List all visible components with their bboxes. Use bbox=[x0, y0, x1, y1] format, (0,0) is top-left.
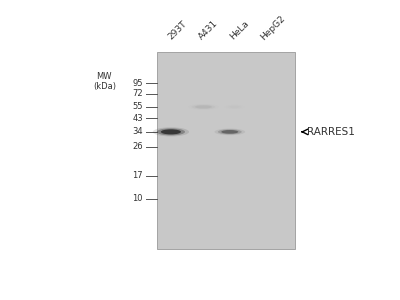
Text: 72: 72 bbox=[132, 89, 143, 98]
Text: 95: 95 bbox=[132, 79, 143, 88]
Text: HepG2: HepG2 bbox=[259, 14, 287, 42]
Ellipse shape bbox=[218, 129, 242, 134]
Ellipse shape bbox=[192, 105, 215, 109]
Ellipse shape bbox=[153, 127, 189, 136]
Text: MW
(kDa): MW (kDa) bbox=[93, 72, 116, 91]
Ellipse shape bbox=[225, 105, 244, 109]
Text: 26: 26 bbox=[132, 142, 143, 152]
Text: HeLa: HeLa bbox=[228, 19, 251, 42]
Ellipse shape bbox=[157, 128, 185, 135]
Text: 55: 55 bbox=[132, 102, 143, 111]
Ellipse shape bbox=[161, 129, 181, 134]
Text: A431: A431 bbox=[197, 19, 220, 42]
Text: RARRES1: RARRES1 bbox=[307, 127, 355, 137]
Ellipse shape bbox=[221, 130, 238, 134]
Ellipse shape bbox=[188, 104, 219, 110]
Ellipse shape bbox=[195, 105, 212, 109]
Text: 43: 43 bbox=[132, 113, 143, 122]
Ellipse shape bbox=[214, 128, 245, 135]
Text: 17: 17 bbox=[132, 171, 143, 180]
Ellipse shape bbox=[229, 106, 240, 108]
Bar bbox=[157, 52, 295, 248]
Text: 34: 34 bbox=[132, 128, 143, 136]
Ellipse shape bbox=[227, 105, 242, 109]
Text: 293T: 293T bbox=[166, 20, 188, 42]
Text: 10: 10 bbox=[132, 194, 143, 203]
